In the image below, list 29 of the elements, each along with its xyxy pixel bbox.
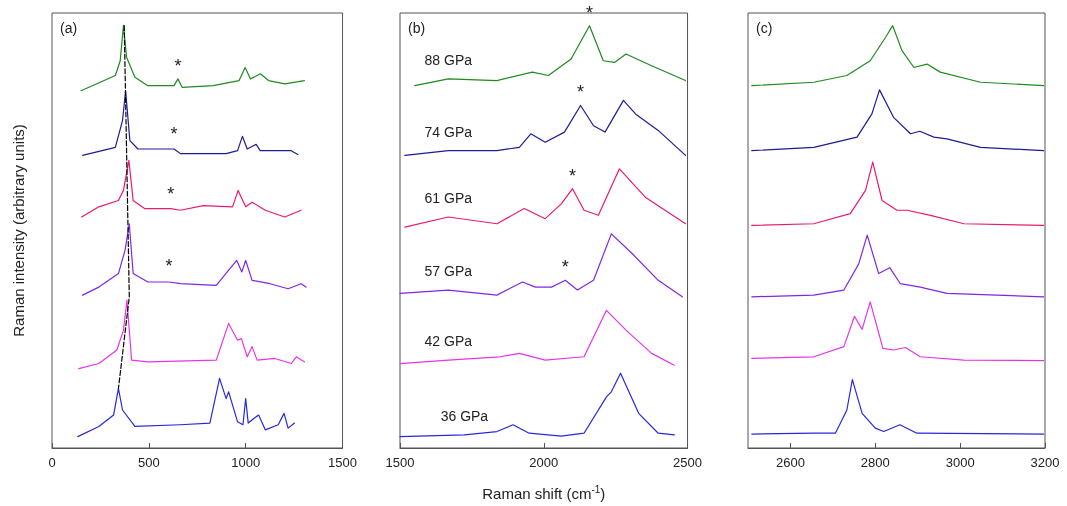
annotation: * [569, 165, 577, 186]
x-tick-label: 0 [48, 455, 56, 470]
annotation: * [170, 124, 178, 145]
x-tick-label: 1000 [231, 455, 261, 470]
annotation: * [165, 256, 173, 277]
x-tick-label: 1500 [385, 455, 415, 470]
series-label: 57 GPa [424, 263, 473, 280]
x-tick-label: 2600 [775, 455, 805, 470]
series-label: 36 GPa [440, 407, 489, 424]
series-label: 88 GPa [424, 51, 473, 68]
series-label: 74 GPa [424, 123, 473, 140]
annotation: * [561, 257, 569, 278]
annotation: * [585, 2, 593, 23]
annotation: (c) [756, 20, 773, 36]
x-tick-label: 3200 [1030, 455, 1060, 470]
x-tick-label: 1500 [328, 455, 357, 470]
annotation: * [577, 82, 585, 103]
annotation: * [167, 184, 175, 205]
x-tick-label: 2000 [529, 455, 559, 470]
x-tick-label: 3000 [945, 455, 975, 470]
y-axis-title: Raman intensity (arbitrary units) [9, 124, 27, 337]
x-tick-label: 500 [138, 455, 160, 470]
series-label: 42 GPa [424, 333, 473, 350]
x-tick-label: 2800 [860, 455, 890, 470]
x-tick-label: 2500 [673, 455, 702, 470]
annotation: (a) [60, 20, 78, 36]
annotation: * [174, 55, 182, 76]
annotation: (b) [408, 20, 426, 36]
series-label: 61 GPa [424, 189, 473, 206]
